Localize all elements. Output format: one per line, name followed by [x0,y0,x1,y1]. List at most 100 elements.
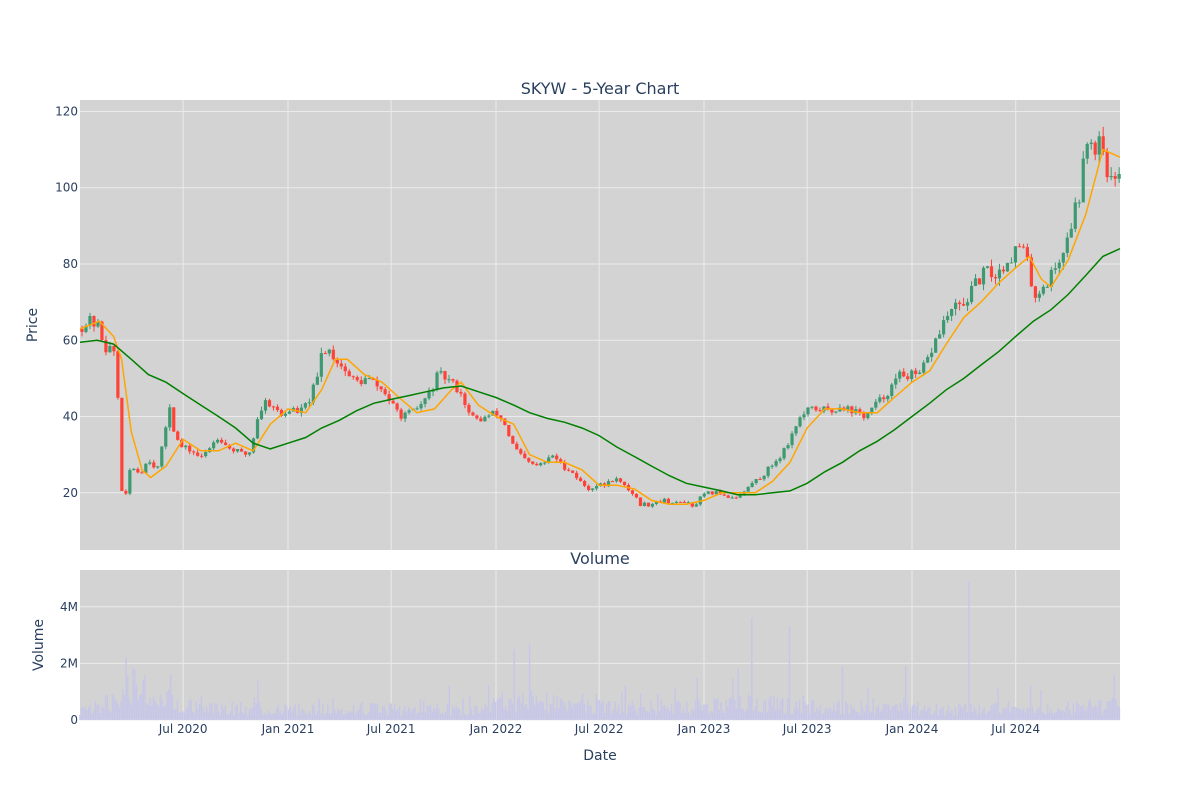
candle-body [188,445,192,452]
volume-bar [433,707,435,720]
volume-bar [831,710,833,720]
volume-bar [901,709,904,720]
volume-bar [1022,708,1025,720]
volume-bar [1046,704,1049,720]
volume-bar [414,706,416,720]
volume-bar [1050,709,1052,720]
volume-bar [400,715,403,720]
volume-bar [937,715,939,720]
volume-bar [537,702,539,720]
volume-bar [905,666,907,720]
x-tick-label: Jan 2024 [885,722,939,736]
candle-body [499,415,503,419]
volume-bar [824,708,827,720]
candle-body [587,485,591,491]
volume-bar [1091,706,1093,720]
volume-bar [952,715,955,720]
volume-bar [916,702,919,720]
volume-bar [663,705,666,720]
volume-bar [1034,713,1037,720]
volume-bar [742,708,745,720]
volume-bar [792,714,794,720]
volume-bar [1045,714,1047,720]
volume-bar [674,687,676,720]
volume-bar [549,703,551,720]
candle-body [216,439,220,443]
volume-bar [988,710,991,720]
volume-bar [763,701,765,720]
candle-body [559,459,563,463]
volume-bar [563,702,565,720]
candle-body [694,504,698,507]
volume-bar [214,703,216,720]
price-y-tick-label: 40 [63,410,78,424]
volume-bar [522,693,524,720]
volume-bar [294,703,297,720]
volume-bar [397,708,399,720]
candle-body [930,352,934,357]
candle-body [152,462,156,468]
candle-body [503,418,507,425]
candle-body [882,397,886,400]
volume-bar [169,674,172,720]
volume-bar [1113,674,1116,720]
candle-body [670,502,674,504]
volume-bar [766,711,768,720]
volume-bar [1058,709,1061,720]
volume-bar [322,703,324,720]
x-tick-label: Jul 2020 [158,722,208,736]
volume-bar [588,706,591,720]
volume-bar [575,704,577,720]
volume-bar [898,711,900,720]
volume-bar [951,709,953,720]
volume-bar [231,701,233,720]
volume-bar [787,698,789,720]
volume-bar [617,704,620,720]
volume-bar [706,703,709,720]
volume-bar [183,713,185,720]
volume-bar [359,704,362,720]
candle-body [890,384,894,396]
volume-bar [1115,699,1117,720]
candle-body [1029,257,1033,287]
volume-bar [1024,712,1027,720]
candle-body [1069,228,1073,238]
date-x-axis-label: Date [583,748,616,764]
volume-bar [778,709,780,720]
volume-bar [291,710,293,720]
volume-bar [769,695,772,720]
volume-bar [475,705,478,720]
volume-bar [494,702,497,720]
volume-bar [89,704,91,720]
volume-bar [381,706,384,720]
candle-body [1113,176,1117,179]
volume-bar [927,707,929,720]
volume-bar [660,700,662,720]
volume-bar [455,705,457,720]
volume-bar [151,705,153,720]
volume-bar [547,713,550,720]
volume-bar [819,705,821,720]
volume-chart-title: Volume [570,549,630,568]
volume-bar [728,698,731,720]
volume-bar [274,713,276,720]
volume-bar [1103,709,1105,720]
volume-bar [190,699,192,720]
volume-bar [740,708,743,720]
volume-bar [332,697,334,720]
volume-bar [913,704,915,720]
volume-bar [687,712,690,720]
candle-body [1117,174,1121,179]
volume-bar [675,701,678,720]
volume-bar [491,702,493,720]
candle-body [614,478,619,482]
volume-bar [628,704,630,720]
volume-bar [482,710,485,720]
volume-bar [978,705,980,720]
volume-bar [817,710,820,720]
volume-bar [1036,708,1039,720]
volume-bar [848,714,851,720]
volume-bar [516,698,519,720]
volume-bar [113,695,115,720]
x-tick-label: Jan 2021 [261,722,315,736]
